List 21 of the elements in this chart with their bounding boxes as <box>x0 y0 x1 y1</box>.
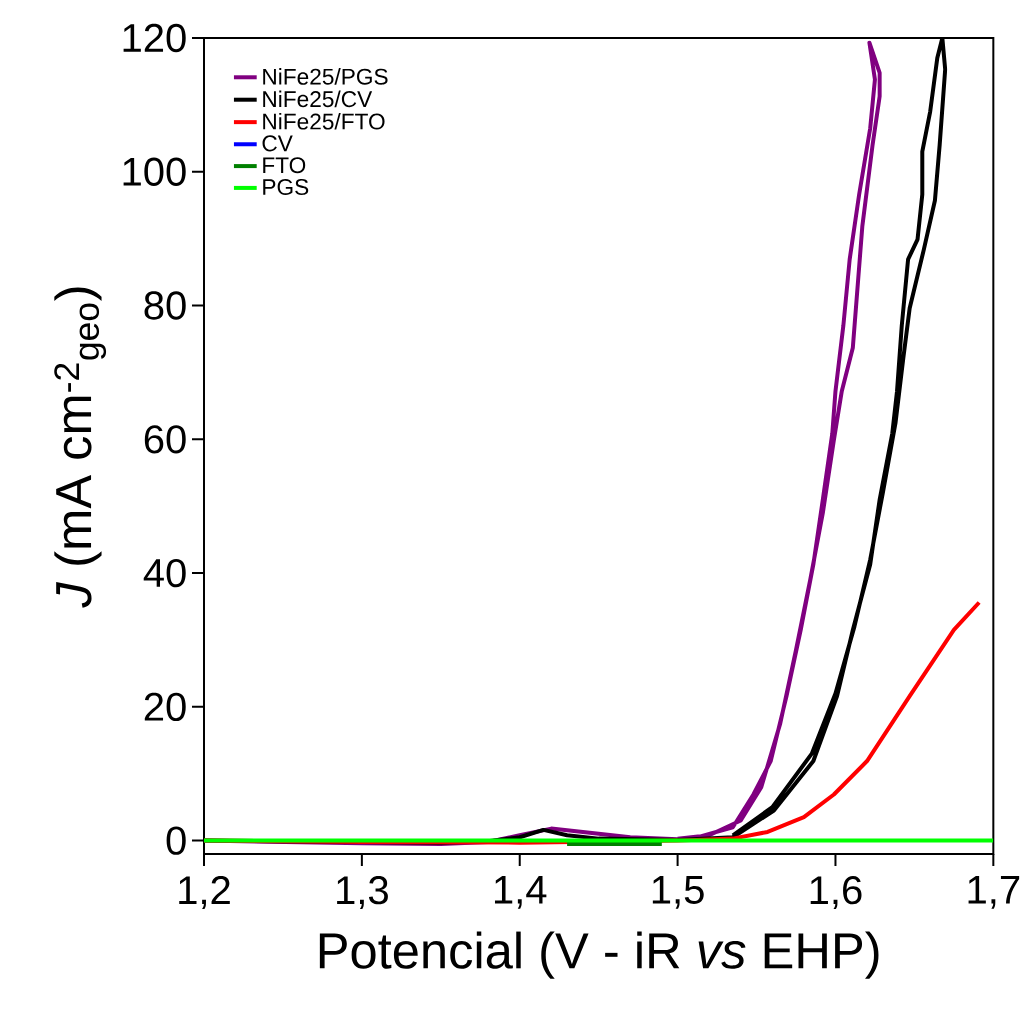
x-tick-label: 1,3 <box>337 876 388 910</box>
x-tick-label: 1,2 <box>179 876 230 910</box>
y-tick-label: 120 <box>123 23 186 53</box>
legend-label: CV <box>262 135 293 152</box>
x-tick-label: 1,7 <box>968 876 1020 909</box>
legend-label: NiFe25/PGS <box>263 68 388 85</box>
y-tick-label: 80 <box>144 291 186 320</box>
y-tick-label: 0 <box>166 826 186 855</box>
x-tick-label: 1,6 <box>810 876 862 910</box>
legend-label: NiFe25/CV <box>263 90 373 108</box>
legend-label: PGS <box>263 179 309 196</box>
y-tick-label: 40 <box>143 558 186 588</box>
x-axis-title: Potencial (V - iR vs EHP) <box>319 931 879 979</box>
y-tick-label: 60 <box>144 425 186 454</box>
x-tick-label: 1,4 <box>494 876 547 909</box>
y-tick-label: 20 <box>144 692 186 722</box>
legend-label: FTO <box>263 157 306 174</box>
x-tick-label: 1,5 <box>652 876 704 909</box>
y-axis-title: J (mA cm$^{-2}$$_{geo}$) <box>54 287 107 608</box>
y-tick-label: 100 <box>123 157 186 186</box>
legend-label: NiFe25/FTO <box>263 112 385 130</box>
